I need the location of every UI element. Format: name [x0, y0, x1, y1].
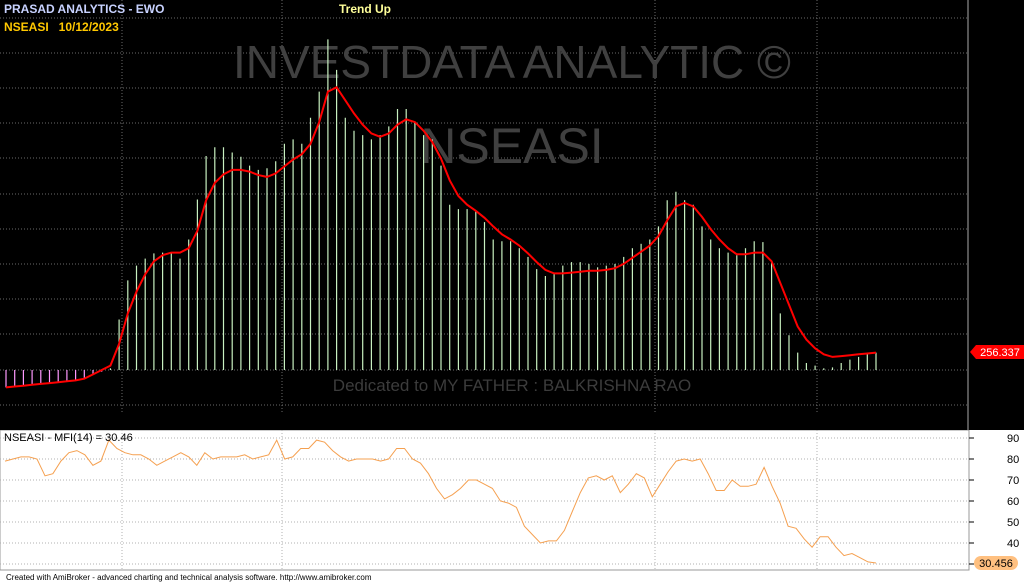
mfi-tick-label-70: 70: [1007, 475, 1019, 487]
mfi-tick-label-90: 90: [1007, 433, 1019, 445]
mfi-last-value: 30.456: [974, 556, 1018, 570]
ewo-chart: INVESTDATA ANALYTIC © NSEASI Dedicated t…: [0, 0, 1024, 430]
ewo-grid: [0, 0, 969, 430]
mfi-line: [4, 438, 877, 564]
mfi-chart-pane: 40 50 60 70 80 90 NSEASI - MFI(14) = 30.46 30…: [0, 430, 1024, 583]
ewo-chart-pane: INVESTDATA ANALYTIC © NSEASI Dedicated t…: [0, 0, 1024, 430]
mfi-title: NSEASI - MFI(14) = 30.46: [4, 432, 133, 444]
ewo-bars: [5, 39, 877, 388]
mfi-grid: [0, 430, 968, 570]
mfi-tick-label-40: 40: [1007, 538, 1019, 550]
ticker-date: NSEASI 10/12/2023: [4, 20, 119, 34]
watermark-dedication: Dedicated to MY FATHER : BALKRISHNA RAO: [333, 376, 691, 395]
mfi-chart: 40 50 60 70 80 90 NSEASI - MFI(14) = 30.46 30…: [0, 430, 1019, 582]
ewo-last-value-text: 256.337: [980, 347, 1020, 359]
watermark-line2: NSEASI: [420, 118, 603, 174]
mfi-tick-label-50: 50: [1007, 517, 1019, 529]
mfi-axis: 40 50 60 70 80 90: [969, 433, 1019, 565]
mfi-tick-label-60: 60: [1007, 496, 1019, 508]
mfi-last-value-text: 30.456: [979, 558, 1013, 570]
footer-credit: Created with AmiBroker - advanced charti…: [6, 573, 372, 582]
mfi-tick-label-80: 80: [1007, 454, 1019, 466]
watermark-line1: INVESTDATA ANALYTIC ©: [233, 36, 791, 88]
ewo-signal-line: [5, 86, 877, 389]
ewo-last-value: 256.337: [970, 345, 1024, 359]
app-title: PRASAD ANALYTICS - EWO: [4, 2, 164, 16]
trend-label: Trend Up: [339, 2, 391, 16]
